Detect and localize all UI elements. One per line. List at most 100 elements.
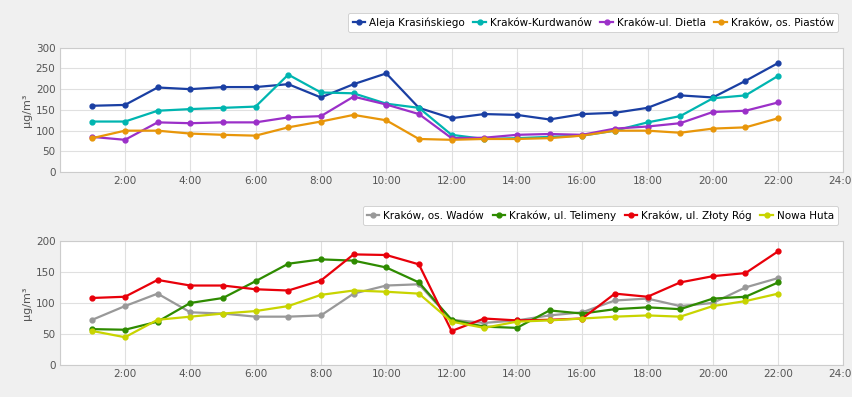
Nowa Huta bbox=[381, 289, 391, 294]
Line: Kraków, ul. Złoty Róg: Kraków, ul. Złoty Róg bbox=[89, 249, 780, 333]
Kraków-ul. Dietla bbox=[185, 121, 195, 125]
Kraków, ul. Złoty Róg bbox=[120, 294, 130, 299]
Kraków, os. Wadów bbox=[283, 314, 293, 319]
Kraków, ul. Złoty Róg bbox=[381, 252, 391, 257]
Kraków-Kurdwanów bbox=[316, 90, 326, 95]
Line: Kraków, os. Piastów: Kraków, os. Piastów bbox=[89, 112, 780, 142]
Kraków, ul. Złoty Róg bbox=[544, 317, 555, 322]
Kraków, ul. Złoty Róg bbox=[675, 280, 685, 285]
Kraków-ul. Dietla bbox=[153, 120, 163, 125]
Nowa Huta bbox=[708, 304, 718, 308]
Kraków, ul. Złoty Róg bbox=[316, 278, 326, 283]
Aleja Krasińskiego bbox=[316, 95, 326, 100]
Kraków-Kurdwanów bbox=[773, 73, 783, 78]
Kraków, ul. Złoty Róg bbox=[512, 318, 522, 323]
Kraków, ul. Telimeny bbox=[544, 308, 555, 313]
Kraków, ul. Telimeny bbox=[773, 280, 783, 285]
Kraków, ul. Telimeny bbox=[120, 328, 130, 332]
Aleja Krasińskiego bbox=[512, 112, 522, 117]
Aleja Krasińskiego bbox=[479, 112, 489, 116]
Legend: Kraków, os. Wadów, Kraków, ul. Telimeny, Kraków, ul. Złoty Róg, Nowa Huta: Kraków, os. Wadów, Kraków, ul. Telimeny,… bbox=[363, 206, 838, 225]
Kraków, ul. Telimeny bbox=[414, 280, 424, 285]
Kraków-ul. Dietla bbox=[740, 108, 751, 113]
Kraków, ul. Telimeny bbox=[283, 261, 293, 266]
Kraków, os. Piastów bbox=[348, 112, 359, 117]
Kraków, ul. Telimeny bbox=[153, 319, 163, 324]
Kraków, os. Wadów bbox=[479, 320, 489, 325]
Kraków-Kurdwanów bbox=[153, 108, 163, 113]
Kraków, ul. Telimeny bbox=[87, 327, 97, 331]
Kraków, os. Wadów bbox=[87, 317, 97, 322]
Kraków, os. Piastów bbox=[544, 136, 555, 141]
Nowa Huta bbox=[740, 299, 751, 303]
Line: Kraków-ul. Dietla: Kraków-ul. Dietla bbox=[89, 94, 780, 142]
Kraków-Kurdwanów bbox=[675, 114, 685, 119]
Kraków, os. Piastów bbox=[250, 133, 261, 138]
Kraków, os. Wadów bbox=[185, 310, 195, 315]
Kraków, ul. Telimeny bbox=[218, 296, 228, 301]
Kraków, os. Wadów bbox=[348, 291, 359, 296]
Nowa Huta bbox=[479, 326, 489, 330]
Kraków, os. Wadów bbox=[675, 304, 685, 308]
Kraków, ul. Złoty Róg bbox=[773, 249, 783, 254]
Kraków-Kurdwanów bbox=[577, 133, 587, 138]
Kraków, ul. Złoty Róg bbox=[740, 271, 751, 276]
Kraków-ul. Dietla bbox=[642, 124, 653, 129]
Nowa Huta bbox=[185, 314, 195, 319]
Kraków-ul. Dietla bbox=[446, 136, 457, 141]
Kraków, ul. Złoty Róg bbox=[414, 262, 424, 267]
Nowa Huta bbox=[153, 317, 163, 322]
Kraków, os. Wadów bbox=[316, 313, 326, 318]
Line: Kraków-Kurdwanów: Kraków-Kurdwanów bbox=[89, 72, 780, 141]
Aleja Krasińskiego bbox=[610, 110, 620, 115]
Aleja Krasińskiego bbox=[218, 85, 228, 89]
Kraków, os. Piastów bbox=[381, 118, 391, 123]
Nowa Huta bbox=[316, 293, 326, 297]
Kraków, os. Wadów bbox=[381, 283, 391, 288]
Kraków-ul. Dietla bbox=[610, 126, 620, 131]
Kraków, ul. Telimeny bbox=[642, 305, 653, 310]
Kraków, os. Piastów bbox=[218, 133, 228, 137]
Y-axis label: µg/m³: µg/m³ bbox=[21, 93, 32, 127]
Kraków, ul. Telimeny bbox=[708, 296, 718, 301]
Nowa Huta bbox=[610, 314, 620, 319]
Aleja Krasińskiego bbox=[381, 71, 391, 76]
Kraków, os. Wadów bbox=[544, 313, 555, 318]
Kraków, os. Wadów bbox=[414, 282, 424, 287]
Kraków-Kurdwanów bbox=[544, 135, 555, 139]
Kraków-ul. Dietla bbox=[381, 102, 391, 107]
Line: Kraków, ul. Telimeny: Kraków, ul. Telimeny bbox=[89, 257, 780, 332]
Kraków-ul. Dietla bbox=[512, 133, 522, 137]
Nowa Huta bbox=[773, 291, 783, 296]
Kraków-ul. Dietla bbox=[250, 120, 261, 125]
Kraków-ul. Dietla bbox=[87, 135, 97, 139]
Kraków, os. Piastów bbox=[642, 128, 653, 133]
Kraków, os. Wadów bbox=[512, 318, 522, 323]
Kraków, ul. Złoty Róg bbox=[87, 296, 97, 301]
Kraków, ul. Złoty Róg bbox=[348, 252, 359, 257]
Kraków-ul. Dietla bbox=[348, 94, 359, 99]
Kraków, os. Piastów bbox=[414, 137, 424, 141]
Kraków, os. Wadów bbox=[120, 304, 130, 308]
Kraków, os. Wadów bbox=[218, 311, 228, 316]
Nowa Huta bbox=[218, 311, 228, 316]
Kraków, ul. Złoty Róg bbox=[283, 288, 293, 293]
Aleja Krasińskiego bbox=[414, 106, 424, 110]
Kraków, os. Wadów bbox=[610, 298, 620, 303]
Kraków-ul. Dietla bbox=[675, 121, 685, 125]
Kraków-Kurdwanów bbox=[446, 133, 457, 137]
Aleja Krasińskiego bbox=[446, 116, 457, 121]
Kraków-Kurdwanów bbox=[642, 120, 653, 125]
Nowa Huta bbox=[544, 318, 555, 323]
Kraków, os. Wadów bbox=[577, 310, 587, 315]
Kraków, os. Wadów bbox=[250, 314, 261, 319]
Aleja Krasińskiego bbox=[642, 106, 653, 110]
Kraków-Kurdwanów bbox=[479, 137, 489, 141]
Kraków-ul. Dietla bbox=[773, 100, 783, 105]
Aleja Krasińskiego bbox=[120, 102, 130, 107]
Kraków, ul. Telimeny bbox=[446, 317, 457, 322]
Kraków, ul. Telimeny bbox=[512, 326, 522, 330]
Kraków-ul. Dietla bbox=[414, 112, 424, 116]
Kraków-ul. Dietla bbox=[120, 137, 130, 142]
Kraków, os. Piastów bbox=[120, 128, 130, 133]
